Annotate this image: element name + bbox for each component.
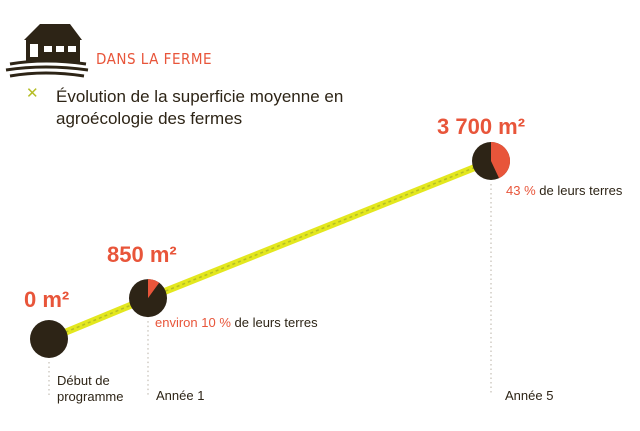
x-bullet-icon: ✕	[26, 85, 39, 102]
data-label: 0 m²	[24, 287, 69, 312]
share-note: environ 10 % de leurs terres	[155, 315, 318, 330]
tick-label: Année 5	[505, 388, 553, 403]
share-slice	[491, 142, 511, 179]
data-label: 3 700 m²	[437, 114, 525, 139]
chart-title: Évolution de la superficie moyenne en ag…	[56, 87, 344, 128]
tick-label: programme	[57, 389, 123, 404]
tick-label: Début de	[57, 373, 110, 388]
data-label: 850 m²	[107, 242, 177, 267]
farm-house-icon	[5, 24, 89, 78]
share-note: 43 % de leurs terres	[506, 183, 623, 198]
share-slice	[148, 279, 160, 299]
data-point	[30, 320, 68, 358]
tick-label: Année 1	[156, 388, 204, 403]
section-title: DANS LA FERME	[96, 50, 213, 68]
